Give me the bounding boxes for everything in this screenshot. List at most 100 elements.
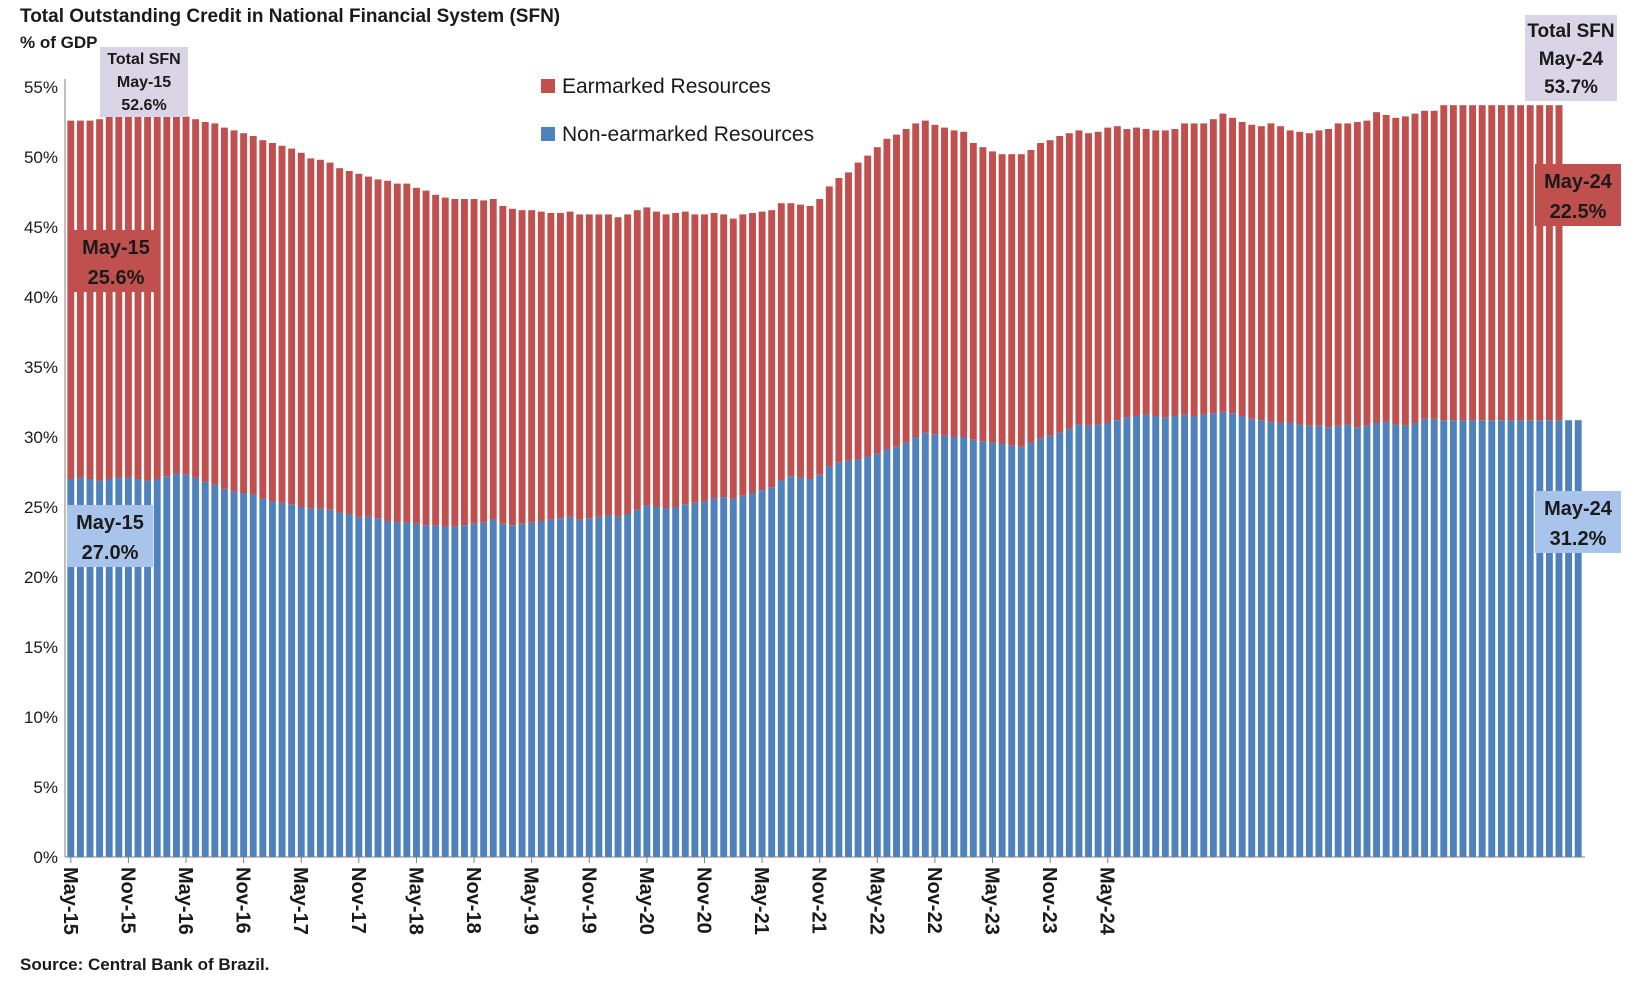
bar-earmarked (1497, 105, 1505, 421)
bar-non-earmarked (1469, 420, 1477, 857)
bar-non-earmarked (1315, 425, 1323, 857)
bar-non-earmarked (873, 453, 881, 857)
bar-earmarked (749, 213, 756, 493)
annotation-non-earmarked-start: May-15 27.0% (67, 505, 153, 567)
bar-earmarked (1161, 130, 1169, 418)
bar-earmarked (1440, 105, 1448, 421)
bar-non-earmarked (605, 515, 612, 857)
annotation-earmarked-end-text: 22.5% (1550, 201, 1607, 223)
bar-non-earmarked (902, 442, 910, 857)
bar-non-earmarked (1181, 414, 1189, 857)
bar-earmarked (230, 130, 238, 492)
bar-earmarked (921, 120, 929, 433)
bar-earmarked (240, 133, 248, 493)
bar-earmarked (595, 214, 603, 517)
bar-non-earmarked (931, 434, 939, 857)
bar-non-earmarked (1267, 421, 1275, 857)
bar-non-earmarked (825, 466, 833, 857)
bar-non-earmarked (288, 504, 296, 857)
x-tick-label: May-15 (59, 867, 81, 935)
bar-earmarked (1507, 105, 1515, 421)
bar-earmarked (1353, 122, 1361, 428)
bar-non-earmarked (1113, 420, 1121, 857)
x-tick-label: Nov-20 (692, 867, 714, 934)
bar-non-earmarked (76, 477, 84, 857)
bar-non-earmarked (624, 514, 632, 857)
bar-earmarked (969, 143, 977, 440)
x-tick-label: Nov-17 (347, 867, 369, 934)
bar-earmarked (585, 214, 593, 519)
bar-earmarked (1536, 105, 1544, 421)
bar-non-earmarked (1363, 425, 1371, 857)
bar-earmarked (115, 112, 123, 478)
bar-non-earmarked (633, 509, 641, 857)
bar-non-earmarked (1257, 420, 1265, 857)
bar-non-earmarked (768, 487, 776, 857)
bar-earmarked (1315, 130, 1323, 426)
bar-non-earmarked (1065, 428, 1073, 857)
bar-earmarked (720, 214, 728, 498)
x-tick-label: Nov-15 (116, 867, 138, 934)
bar-earmarked (278, 145, 286, 503)
bar-non-earmarked (1037, 438, 1044, 857)
bar-earmarked (653, 211, 660, 507)
bar-non-earmarked (720, 497, 728, 857)
annotation-earmarked-start-text: 25.6% (88, 267, 145, 289)
bar-earmarked (163, 112, 171, 477)
bar-non-earmarked (681, 504, 689, 857)
bar-non-earmarked (595, 516, 603, 857)
bar-earmarked (1449, 105, 1457, 421)
bar-non-earmarked (969, 439, 977, 857)
bar-earmarked (614, 217, 622, 517)
bar-earmarked (192, 119, 200, 478)
bar-earmarked (1037, 143, 1044, 439)
bar-non-earmarked (1104, 423, 1112, 857)
bar-non-earmarked (124, 477, 132, 857)
bar-earmarked (768, 210, 776, 488)
bar-earmarked (797, 204, 804, 478)
bar-non-earmarked (701, 501, 708, 857)
bar-non-earmarked (297, 507, 305, 857)
bar-earmarked (288, 148, 296, 505)
bar-earmarked (1363, 120, 1371, 426)
bar-non-earmarked (268, 501, 276, 857)
bar-earmarked (422, 190, 430, 526)
bar-non-earmarked (182, 474, 190, 857)
bar-non-earmarked (220, 488, 228, 857)
x-tick-label: May-17 (289, 867, 311, 935)
bar-non-earmarked (921, 432, 929, 857)
bar-non-earmarked (1305, 425, 1313, 857)
bar-earmarked (806, 206, 814, 479)
x-tick-label: May-24 (1096, 867, 1118, 936)
x-tick-label: Nov-23 (1038, 867, 1060, 934)
bar-earmarked (758, 211, 766, 491)
bar-earmarked (989, 151, 996, 443)
bar-non-earmarked (1238, 416, 1246, 857)
x-tick-label: May-16 (174, 867, 196, 935)
bar-earmarked (144, 110, 152, 481)
bar-non-earmarked (115, 477, 123, 857)
bar-earmarked (1325, 129, 1333, 428)
bar-non-earmarked (749, 493, 756, 857)
bar-non-earmarked (1190, 416, 1198, 857)
bar-non-earmarked (259, 498, 267, 857)
x-tick-label: May-19 (520, 867, 542, 935)
bar-earmarked (134, 110, 142, 480)
bar-non-earmarked (806, 479, 814, 857)
bar-non-earmarked (509, 525, 516, 857)
bar-earmarked (1277, 126, 1285, 423)
bar-non-earmarked (691, 502, 699, 857)
bar-earmarked (1229, 117, 1237, 414)
bar-earmarked (1094, 131, 1102, 425)
bar-earmarked (1305, 133, 1313, 426)
bar-non-earmarked (1526, 420, 1534, 857)
bar-earmarked (941, 127, 948, 436)
bar-non-earmarked (364, 516, 372, 857)
bar-earmarked (1017, 154, 1025, 447)
bar-earmarked (1382, 115, 1390, 422)
bar-non-earmarked (1325, 427, 1333, 857)
bar-non-earmarked (316, 508, 324, 857)
bar-non-earmarked (1517, 420, 1525, 857)
bar-earmarked (950, 130, 958, 437)
